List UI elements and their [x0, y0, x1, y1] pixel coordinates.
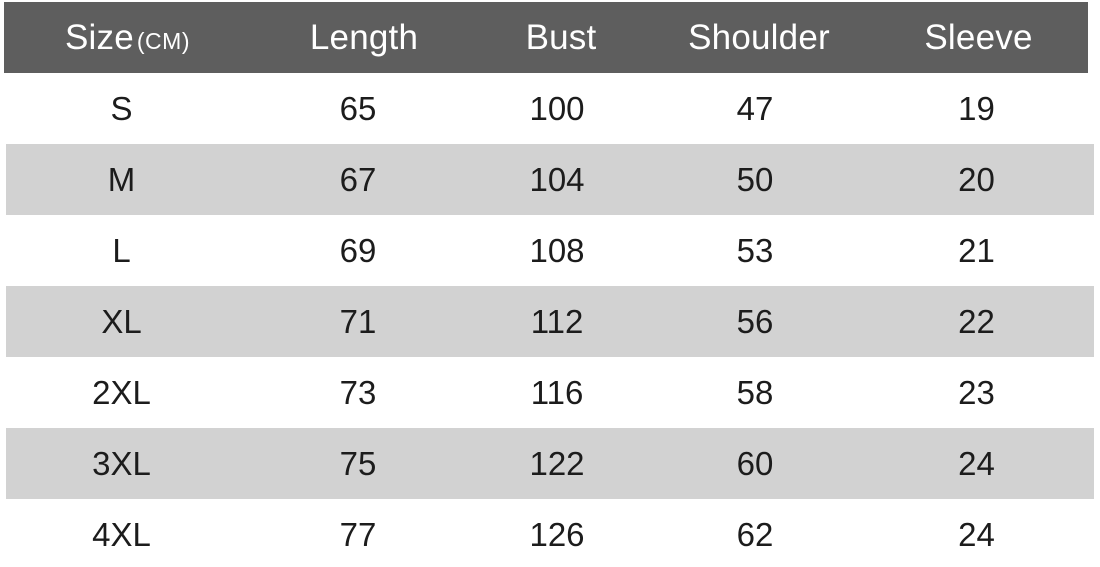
row-background — [6, 428, 1094, 499]
cell-shoulder: 62 — [736, 516, 774, 553]
cell-bust: 104 — [529, 161, 585, 198]
cell-sleeve: 23 — [958, 374, 995, 411]
cell-shoulder: 56 — [736, 303, 774, 340]
table-header-row: Size (CM) Length Bust Shoulder Sleeve — [4, 2, 1088, 73]
cell-length: 67 — [339, 161, 377, 198]
column-header-size: Size (CM) — [4, 20, 251, 55]
table-body: S 65 100 47 19 M 67 104 50 20 L 69 108 5… — [0, 73, 1100, 567]
cell-sleeve: 20 — [958, 161, 995, 198]
cell-sleeve: 22 — [958, 303, 995, 340]
table-row: 3XL 75 122 60 24 — [0, 428, 1100, 499]
cell-length: 77 — [339, 516, 377, 553]
cell-length: 75 — [339, 445, 377, 482]
cell-shoulder: 58 — [736, 374, 774, 411]
cell-bust: 108 — [529, 232, 585, 269]
table-row: S 65 100 47 19 — [0, 73, 1100, 144]
row-background — [6, 144, 1094, 215]
column-header-size-label: Size — [65, 18, 134, 57]
column-header-size-unit: (CM) — [136, 28, 190, 54]
cell-size: 3XL — [92, 445, 151, 482]
table-row: L 69 108 53 21 — [0, 215, 1100, 286]
cell-length: 69 — [339, 232, 377, 269]
cell-shoulder: 53 — [736, 232, 774, 269]
cell-bust: 112 — [530, 303, 584, 340]
cell-sleeve: 19 — [958, 90, 995, 127]
cell-size: 4XL — [92, 516, 151, 553]
cell-bust: 116 — [530, 374, 584, 411]
cell-size: M — [107, 161, 136, 198]
column-header-sleeve: Sleeve — [924, 18, 1033, 57]
cell-bust: 122 — [529, 445, 585, 482]
table-row: 2XL 73 116 58 23 — [0, 357, 1100, 428]
row-background — [6, 286, 1094, 357]
table-row: XL 71 112 56 22 — [0, 286, 1100, 357]
cell-size: XL — [101, 303, 142, 340]
cell-length: 65 — [339, 90, 377, 127]
column-header-length: Length — [309, 18, 419, 57]
table-row: 4XL 77 126 62 24 — [0, 499, 1100, 567]
cell-bust: 100 — [529, 90, 585, 127]
cell-length: 71 — [339, 303, 377, 340]
cell-length: 73 — [339, 374, 377, 411]
cell-size: S — [110, 90, 133, 127]
table-row: M 67 104 50 20 — [0, 144, 1100, 215]
column-header-shoulder: Shoulder — [688, 18, 830, 57]
cell-size: 2XL — [92, 374, 151, 411]
cell-shoulder: 50 — [736, 161, 774, 198]
cell-bust: 126 — [529, 516, 585, 553]
cell-shoulder: 47 — [736, 90, 774, 127]
cell-size: L — [112, 232, 131, 269]
cell-sleeve: 21 — [958, 232, 995, 269]
cell-sleeve: 24 — [958, 516, 995, 553]
cell-sleeve: 24 — [958, 445, 995, 482]
column-header-bust: Bust — [525, 18, 597, 57]
cell-shoulder: 60 — [736, 445, 774, 482]
